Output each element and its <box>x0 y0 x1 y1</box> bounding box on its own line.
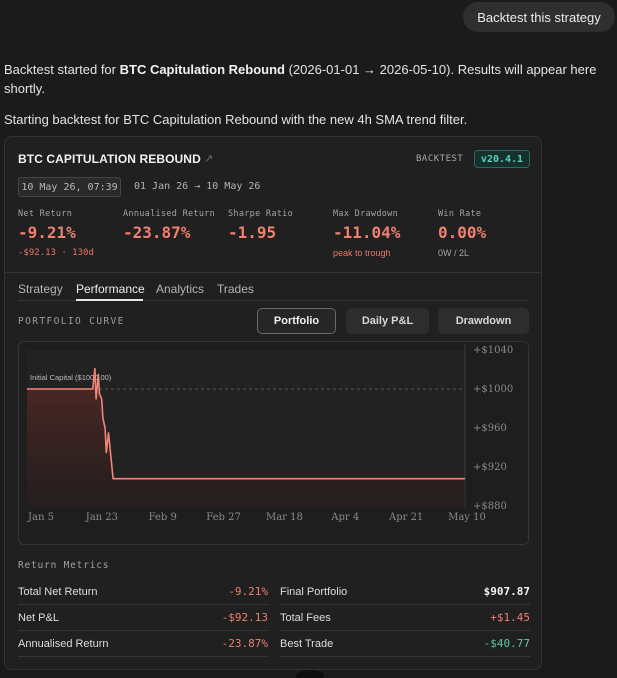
return-metrics-label: Return Metrics <box>18 560 110 571</box>
metric-label: Win Rate <box>438 209 482 219</box>
row-final-portfolio: Final Portfolio $907.87 <box>280 579 530 605</box>
metric-label: Net Return <box>18 209 73 219</box>
metric-value: -9.21% <box>18 223 76 242</box>
y-tick-label: +$1040 <box>473 345 513 356</box>
metric-label: Max Drawdown <box>333 209 399 219</box>
x-tick-label: Apr 21 <box>388 512 423 523</box>
user-message-text: Backtest this strategy <box>477 9 601 25</box>
series-area <box>27 368 465 506</box>
row-value: -9.21% <box>228 585 268 598</box>
metric-net-return: Net Return -9.21% -$92.13 · 130d <box>18 209 123 258</box>
tab-analytics[interactable]: Analytics <box>156 282 205 296</box>
metric-win-rate: Win Rate 0.00% 0W / 2L <box>438 209 541 258</box>
assistant-message-1: Backtest started for BTC Capitulation Re… <box>4 60 604 98</box>
row-label: Net P&L <box>18 611 59 624</box>
metric-value: -1.95 <box>228 223 277 242</box>
metric-value: -11.04% <box>333 223 401 242</box>
row-annualised-return: Annualised Return -23.87% <box>18 631 268 657</box>
external-link-icon[interactable]: ↗ <box>204 153 214 165</box>
row-label: Best Trade <box>280 637 334 650</box>
daily-pnl-view-button[interactable]: Daily P&L <box>346 308 429 334</box>
portfolio-chart: Initial Capital ($1000.00) +$1040 +$1000 +$… <box>18 341 529 545</box>
divider <box>5 272 541 273</box>
tab-divider <box>18 300 529 301</box>
reference-line-label: Initial Capital ($1000.00) <box>30 373 112 382</box>
scroll-indicator[interactable] <box>296 670 324 678</box>
row-label: Annualised Return <box>18 637 109 650</box>
timestamp-box: 10 May 26, 07:39 <box>18 177 121 197</box>
metric-sharpe-ratio: Sharpe Ratio -1.95 <box>228 209 333 242</box>
x-tick-label: Feb 27 <box>206 512 241 523</box>
row-value: -$40.77 <box>483 637 530 650</box>
metric-label: Sharpe Ratio <box>228 209 294 219</box>
metric-annualised-return: Annualised Return -23.87% <box>123 209 228 242</box>
user-message-bubble: Backtest this strategy <box>463 2 615 32</box>
x-tick-label: May 10 <box>448 512 486 523</box>
row-label: Final Portfolio <box>280 585 348 598</box>
row-net-pnl: Net P&L -$92.13 <box>18 605 268 631</box>
portfolio-curve-label: PORTFOLIO CURVE <box>18 316 125 327</box>
series-line <box>27 367 465 480</box>
backtest-card: BTC CAPITULATION REBOUND ↗ BACKTEST v20.… <box>4 136 542 670</box>
row-best-trade: Best Trade -$40.77 <box>280 631 530 657</box>
chart-svg: Initial Capital ($1000.00) +$1040 +$1000 +$… <box>27 344 513 523</box>
row-value: $907.87 <box>483 585 530 598</box>
row-total-fees: Total Fees +$1.45 <box>280 605 530 631</box>
drawdown-view-button[interactable]: Drawdown <box>438 308 529 334</box>
date-range: 01 Jan 26 → 10 May 26 <box>134 181 261 192</box>
assistant-message-2: Starting backtest for BTC Capitulation R… <box>4 112 468 127</box>
assistant-message-1-strategy: BTC Capitulation Rebound <box>119 62 285 77</box>
row-value: +$1.45 <box>490 611 530 624</box>
metric-value: -23.87% <box>123 223 191 242</box>
active-tab-indicator <box>76 299 143 301</box>
y-tick-label: +$1000 <box>473 384 513 395</box>
row-label: Total Net Return <box>18 585 98 598</box>
row-total-net-return: Total Net Return -9.21% <box>18 579 268 605</box>
x-tick-label: Mar 18 <box>266 512 303 523</box>
card-title: BTC CAPITULATION REBOUND <box>18 152 201 166</box>
metric-sub: peak to trough <box>333 248 391 258</box>
tab-strategy[interactable]: Strategy <box>18 282 63 296</box>
x-tick-label: Apr 4 <box>330 512 359 523</box>
tab-performance[interactable]: Performance <box>76 282 145 296</box>
metric-max-drawdown: Max Drawdown -11.04% peak to trough <box>333 209 438 258</box>
metric-sub: -$92.13 · 130d <box>18 248 94 258</box>
assistant-message-1-prefix: Backtest started for <box>4 62 120 77</box>
portfolio-view-button[interactable]: Portfolio <box>257 308 336 334</box>
row-value: -$92.13 <box>221 611 268 624</box>
y-tick-label: +$880 <box>473 501 507 512</box>
x-tick-label: Jan 5 <box>27 512 54 523</box>
x-tick-label: Feb 9 <box>149 512 177 523</box>
row-label: Total Fees <box>280 611 331 624</box>
row-value: -23.87% <box>221 637 268 650</box>
tab-trades[interactable]: Trades <box>217 282 254 296</box>
backtest-label: BACKTEST <box>416 154 464 164</box>
y-tick-label: +$960 <box>473 423 507 434</box>
x-tick-label: Jan 23 <box>85 512 118 523</box>
version-badge: v20.4.1 <box>474 150 530 168</box>
metric-sub: 0W / 2L <box>438 248 470 258</box>
metric-value: 0.00% <box>438 223 487 242</box>
metric-label: Annualised Return <box>123 209 216 219</box>
y-tick-label: +$920 <box>473 462 507 473</box>
assistant-message-1-suffix: (2026-01-01 → 2026-05-10). Results will … <box>4 62 597 96</box>
